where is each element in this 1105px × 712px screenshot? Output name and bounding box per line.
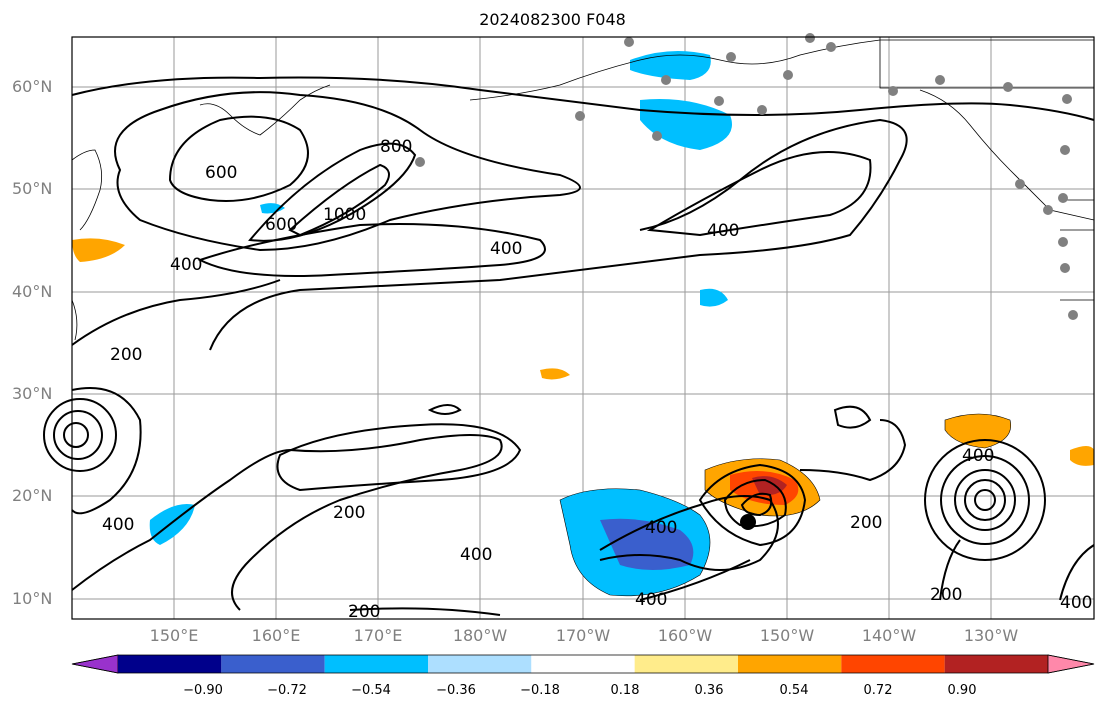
contour-label-400g: 400 bbox=[460, 545, 492, 565]
lat-label-10n: 10°N bbox=[12, 589, 53, 608]
colorbar-swatch bbox=[428, 655, 532, 673]
colorbar-tick: −0.72 bbox=[267, 683, 307, 698]
contours bbox=[43, 76, 1095, 616]
lat-label-60n: 60°N bbox=[12, 77, 53, 96]
lon-label-150w: 150°W bbox=[759, 626, 815, 645]
colorbar-tick: −0.90 bbox=[183, 683, 223, 698]
colorbar-swatch bbox=[634, 655, 738, 673]
lon-label-140w: 140°W bbox=[861, 626, 917, 645]
colorbar-arrow-left bbox=[71, 654, 119, 674]
colorbar-swatch bbox=[531, 655, 635, 673]
contour-label-group: 600 800 1000 600 400 400 400 200 200 200… bbox=[102, 137, 1092, 622]
lat-label-30n: 30°N bbox=[12, 384, 53, 403]
contour-label-600: 600 bbox=[205, 163, 237, 183]
lat-label-50n: 50°N bbox=[12, 179, 53, 198]
contour-label-200e: 200 bbox=[850, 513, 882, 533]
contour-label-1000: 1000 bbox=[323, 205, 366, 225]
colorbar-swatch bbox=[738, 655, 842, 673]
contour-label-200b: 200 bbox=[333, 503, 365, 523]
lon-label-150e: 150°E bbox=[149, 626, 199, 645]
colorbar-tick: −0.18 bbox=[520, 683, 560, 698]
colorbar-swatch bbox=[118, 655, 222, 673]
lon-label-180w: 180°W bbox=[452, 626, 508, 645]
contour-label-600b: 600 bbox=[265, 215, 297, 235]
colorbar-tick: 0.90 bbox=[947, 683, 977, 698]
contour-label-400d: 400 bbox=[102, 515, 134, 535]
contour-label-200c: 200 bbox=[348, 602, 380, 622]
colorbar-tick: −0.54 bbox=[351, 683, 391, 698]
colorbar-tick: 0.18 bbox=[610, 683, 640, 698]
colorbar-tick: −0.36 bbox=[436, 683, 476, 698]
coastlines bbox=[71, 37, 1095, 341]
contour-label-400i: 400 bbox=[1060, 593, 1092, 613]
contour-label-400c: 400 bbox=[707, 221, 739, 241]
colorbar-tick: 0.54 bbox=[779, 683, 809, 698]
colorbar-arrow-right bbox=[1047, 654, 1095, 674]
lon-label-170e: 170°E bbox=[353, 626, 403, 645]
lat-label-40n: 40°N bbox=[12, 282, 53, 301]
colorbar-swatch bbox=[221, 655, 325, 673]
lon-label-160w: 160°W bbox=[657, 626, 713, 645]
cyclone-center-marker bbox=[740, 514, 756, 530]
colorbar-outline bbox=[71, 654, 1095, 674]
colorbar-tick: 0.72 bbox=[863, 683, 893, 698]
contour-label-400f: 400 bbox=[635, 590, 667, 610]
contour-label-400e: 400 bbox=[645, 518, 677, 538]
contour-label-400: 400 bbox=[170, 255, 202, 275]
contour-label-400h: 400 bbox=[962, 446, 994, 466]
colorbar-swatch bbox=[324, 655, 428, 673]
contour-label-800: 800 bbox=[380, 137, 412, 157]
lat-label-20n: 20°N bbox=[12, 486, 53, 505]
contour-label-400b: 400 bbox=[490, 239, 522, 259]
contour-label-200d: 200 bbox=[930, 585, 962, 605]
map-frame bbox=[71, 36, 1095, 620]
contour-label-200: 200 bbox=[110, 345, 142, 365]
colorbar-tick: 0.36 bbox=[694, 683, 724, 698]
station-dots bbox=[415, 33, 1078, 320]
lon-label-160e: 160°E bbox=[251, 626, 301, 645]
lon-label-170w: 170°W bbox=[555, 626, 611, 645]
colorbar-swatch bbox=[944, 655, 1048, 673]
lon-label-130w: 130°W bbox=[963, 626, 1019, 645]
colorbar-swatch bbox=[841, 655, 945, 673]
colorbar bbox=[71, 654, 1095, 674]
map-title: 2024082300 F048 bbox=[479, 10, 626, 29]
